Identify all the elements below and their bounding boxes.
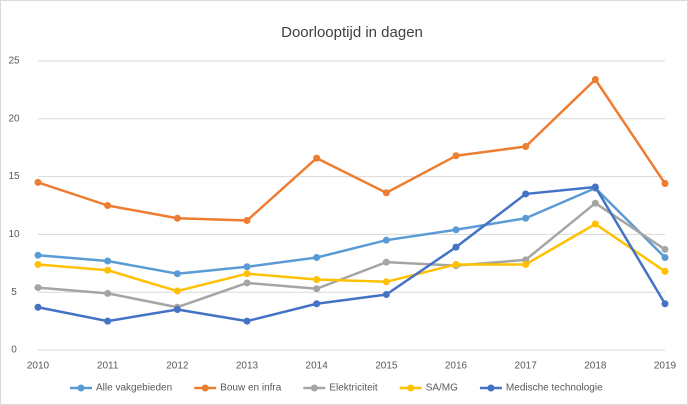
data-point	[382, 291, 390, 299]
legend-marker	[487, 384, 495, 392]
data-point	[452, 152, 460, 160]
legend-label: Elektriciteit	[329, 383, 378, 394]
data-point	[382, 189, 390, 197]
series-line	[37, 78, 667, 222]
x-tick-label: 2015	[375, 361, 398, 372]
data-point	[104, 266, 112, 274]
data-point	[313, 300, 321, 308]
y-tick-label: 10	[8, 229, 20, 240]
x-tick-label: 2019	[654, 361, 677, 372]
data-point	[661, 267, 669, 275]
legend-label: SA/MG	[426, 383, 458, 394]
data-point	[522, 260, 530, 268]
data-point	[243, 217, 251, 225]
legend-label: Medische technologie	[506, 383, 603, 394]
data-point	[243, 317, 251, 325]
y-tick-label: 25	[8, 56, 20, 67]
data-point	[382, 278, 390, 286]
y-tick-label: 20	[8, 113, 20, 124]
legend-marker	[77, 384, 85, 392]
x-tick-label: 2012	[166, 361, 189, 372]
x-tick-label: 2016	[445, 361, 468, 372]
series-line	[37, 185, 667, 323]
data-point	[34, 251, 42, 259]
series-line	[37, 201, 666, 309]
series-line	[37, 186, 666, 275]
x-tick-label: 2018	[584, 361, 607, 372]
data-point	[313, 285, 321, 293]
data-point	[382, 258, 390, 266]
data-point	[243, 270, 251, 278]
data-point	[243, 263, 251, 271]
legend-label: Bouw en infra	[220, 383, 282, 394]
data-point	[34, 284, 42, 292]
data-point	[173, 306, 181, 314]
legend-marker	[407, 384, 415, 392]
x-tick-label: 2011	[97, 361, 119, 372]
data-point	[591, 183, 599, 191]
data-point	[104, 289, 112, 297]
data-point	[313, 275, 321, 283]
chart-title: Doorlooptijd in dagen	[281, 24, 423, 41]
data-point	[34, 178, 42, 186]
data-point	[34, 303, 42, 311]
x-tick-label: 2010	[27, 361, 50, 372]
data-point	[661, 300, 669, 308]
legend-marker	[310, 384, 318, 392]
data-point	[313, 254, 321, 262]
data-point	[313, 154, 321, 162]
x-tick-label: 2014	[306, 361, 329, 372]
data-point	[522, 190, 530, 198]
y-tick-label: 5	[11, 287, 17, 298]
y-tick-label: 0	[11, 345, 17, 356]
data-point	[661, 254, 669, 262]
data-point	[34, 260, 42, 268]
data-point	[382, 236, 390, 244]
data-point	[591, 220, 599, 228]
legend-marker	[201, 384, 209, 392]
data-point	[452, 226, 460, 234]
data-point	[452, 260, 460, 268]
data-point	[104, 202, 112, 209]
data-point	[452, 243, 460, 251]
data-point	[104, 317, 112, 325]
x-tick-label: 2017	[515, 361, 538, 372]
series-line	[37, 222, 666, 293]
data-point	[522, 214, 530, 222]
data-point	[173, 287, 181, 295]
data-point	[661, 245, 669, 253]
data-point	[173, 270, 181, 278]
data-point	[591, 199, 599, 207]
data-point	[243, 279, 251, 287]
data-point	[104, 257, 112, 265]
data-point	[661, 180, 669, 188]
data-point	[522, 143, 530, 151]
x-tick-label: 2013	[236, 361, 259, 372]
data-point	[591, 75, 599, 83]
legend-label: Alle vakgebieden	[96, 383, 172, 394]
data-point	[173, 214, 181, 222]
y-tick-label: 15	[8, 171, 20, 182]
